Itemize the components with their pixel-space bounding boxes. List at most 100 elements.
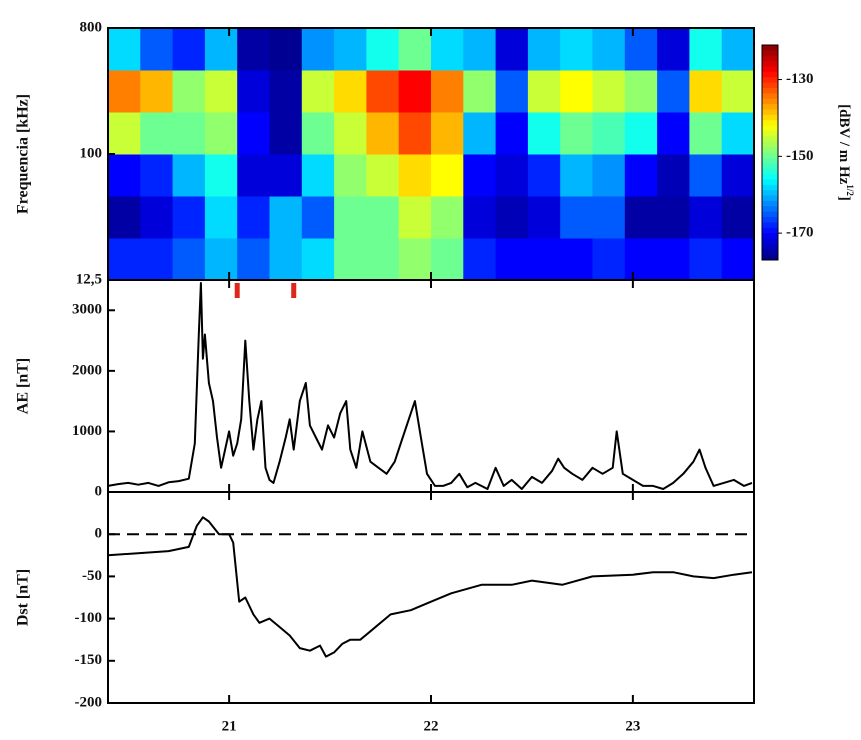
colorbar-segment [762,206,778,213]
colorbar-segment [762,168,778,175]
colorbar-segment [762,66,778,73]
heat-cell [689,70,723,113]
heat-cell [172,28,206,71]
heat-cell [431,154,464,197]
colorbar-segment [762,184,778,191]
heat-cell [624,112,658,155]
heat-cell [657,70,690,113]
heat-cell [366,238,400,281]
heat-cell [334,154,367,197]
heat-cell [463,238,497,281]
heat-cell [237,154,270,197]
heat-cell [495,238,529,281]
event-marker [291,283,297,298]
heat-cell [398,238,432,281]
heat-cell [592,196,626,239]
heat-cell [657,28,690,71]
heat-cell [301,238,335,281]
heat-cell [204,154,238,197]
heat-cell [366,112,400,155]
heat-cell [721,28,755,71]
heat-cell [398,28,432,71]
heat-cell [237,28,270,71]
heat-cell [334,28,367,71]
colorbar-segment [762,227,778,234]
colorbar-label: [dBV / m Hz1/2] [836,104,855,201]
heat-cell [495,196,529,239]
heat-cell [108,112,141,155]
panel-frame [107,279,755,493]
colorbar-segment [762,254,778,261]
heat-cell [463,70,497,113]
heat-cell [140,28,174,71]
heat-cell [560,196,593,239]
heat-cell [237,112,270,155]
heat-cell [172,70,206,113]
colorbar-segment [762,249,778,256]
heat-cell [431,112,464,155]
heat-cell [527,112,561,155]
heat-cell [237,196,270,239]
heat-cell [334,238,367,281]
heat-cell [366,70,400,113]
heat-cell [301,196,335,239]
data-line [107,282,753,490]
y-tick-label: 0 [95,483,103,499]
heat-cell [721,196,755,239]
heat-cell [204,28,238,71]
heat-cell [431,238,464,281]
colorbar-label-end: ] [836,196,852,201]
heat-cell [560,112,593,155]
heat-cell [624,154,658,197]
heat-cell [237,238,270,281]
heat-cell [431,70,464,113]
colorbar-segment [762,71,778,78]
colorbar-segment [762,243,778,250]
heat-cell [301,28,335,71]
y-tick-label: -200 [75,694,103,710]
colorbar-segment [762,125,778,132]
colorbar-segment [762,120,778,127]
x-tick-label: 23 [625,718,640,734]
colorbar-segment [762,217,778,223]
heat-cell [269,28,303,71]
heat-cell [463,112,497,155]
colorbar-segment [762,50,778,57]
panel-frame [107,491,755,704]
colorbar-segment [762,179,778,186]
heat-cell [560,28,593,71]
heat-cell [624,28,658,71]
heat-cell [334,112,367,155]
colorbar-segment [762,77,778,84]
heat-cell [204,196,238,239]
heat-cell [108,70,141,113]
heat-cell [689,154,723,197]
colorbar-segment [762,222,778,229]
heat-cell [172,196,206,239]
heat-cell [592,70,626,113]
y-tick-label: 0 [95,526,103,542]
colorbar-segment [762,55,778,62]
y-tick-label: -50 [82,568,102,584]
colorbar-tick-label: -170 [786,225,814,241]
colorbar-segment [762,98,778,105]
heat-cell [140,196,174,239]
heat-cell [463,196,497,239]
colorbar-tick-label: -150 [786,148,814,164]
heat-cell [527,28,561,71]
heat-cell [269,70,303,113]
heat-cell [495,112,529,155]
heat-cell [495,28,529,71]
colorbar-segment [762,174,778,180]
heat-cell [204,70,238,113]
heat-cell [431,28,464,71]
y-tick-label: 1000 [72,423,102,439]
heat-cell [495,70,529,113]
heat-cell [398,70,432,113]
y-tick-label: 800 [80,19,103,35]
colorbar-segment [762,131,778,137]
heat-cell [592,238,626,281]
heat-cell [721,238,755,281]
heat-cell [657,154,690,197]
colorbar-segment [762,109,778,116]
